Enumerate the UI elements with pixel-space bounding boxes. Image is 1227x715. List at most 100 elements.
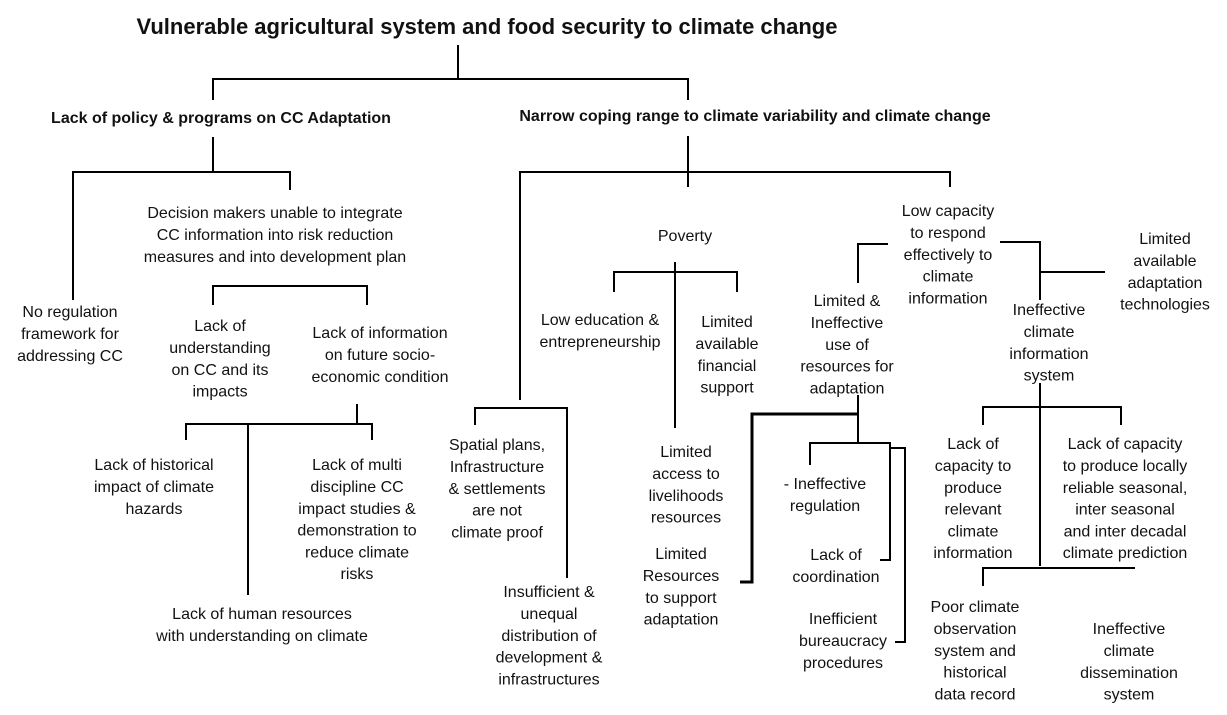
node-label: unequal [521,606,578,623]
node-label: support [700,380,754,397]
connector [740,412,858,584]
node-label: Ineffective [1013,302,1086,319]
node-label: historical [943,665,1006,682]
node-label: framework for [21,326,119,343]
connector [72,137,291,300]
node-label: adaptation [644,612,719,629]
node-label: to support [645,590,717,607]
node-label: available [1133,253,1196,270]
node-label: Lack of [947,436,999,453]
node-label: dissemination [1080,665,1178,682]
node-label: risks [341,566,374,583]
node-label: technologies [1120,297,1210,314]
connector [212,285,368,305]
node-label: Limited [1139,231,1191,248]
node-label: Limited [660,444,712,461]
node-label: measures and into development plan [144,249,406,266]
node-label: Resources [643,568,719,585]
node-label: adaptation [1128,275,1203,292]
node-label: information [1009,346,1088,363]
node-label: Lack of capacity [1068,436,1183,453]
node-label: available [695,336,758,353]
node-label: data record [935,686,1016,703]
node-label: coordination [792,569,879,586]
node-label: & settlements [449,481,546,498]
node-label: Spatial plans, [449,437,545,454]
node-label: bureaucracy [799,633,887,650]
node-label: reduce climate [305,544,409,561]
node-label: demonstration to [297,523,416,540]
node-label: Ineffective [811,315,884,332]
node-label: development & [496,650,603,667]
connector [857,241,1105,300]
node-label: economic condition [312,369,449,386]
node-label: Lack of policy & programs on CC Adaptati… [51,110,391,127]
node-label: - Ineffective [784,476,867,493]
node-label: Lack of [194,318,246,335]
node-label: on CC and its [172,362,269,379]
node-label: CC information into risk reduction [157,227,394,244]
node-label: addressing CC [17,348,123,365]
node-label: Limited [701,314,753,331]
node-label: to produce locally [1063,458,1188,475]
connector [613,262,738,428]
node-label: entrepreneurship [540,334,661,351]
node-label: impact of climate [94,479,214,496]
node-label: to respond [910,225,986,242]
node-label: Narrow coping range to climate variabili… [519,108,990,125]
node-label: observation [934,621,1017,638]
connector [982,383,1135,586]
node-label: are not [472,503,522,520]
node-label: Poor climate [931,599,1020,616]
node-label: impact studies & [298,501,416,518]
node-label: Lack of information [312,325,447,342]
node-label: climate [948,523,999,540]
node-label: Limited & [814,293,881,310]
node-label: Low education & [541,312,660,329]
title: Vulnerable agricultural system and food … [137,14,838,39]
node-label: Low capacity [902,203,995,220]
node-label: Insufficient & [503,584,595,601]
node-label: on future socio- [325,347,435,364]
connectors [72,45,1135,643]
node-label: understanding [169,340,270,357]
node-label: impacts [192,384,247,401]
connector [809,395,906,643]
node-label: Inefficient [809,611,878,628]
node-label: Lack of [810,547,862,564]
node-label: Lack of multi [312,457,402,474]
node-label: climate [1024,324,1075,341]
node-label: livelihoods [649,488,724,505]
node-label: and inter decadal [1064,523,1187,540]
node-label: information [933,545,1012,562]
node-label: adaptation [810,380,885,397]
node-label: Poverty [658,228,712,245]
node-label: climate prediction [1063,545,1188,562]
node-label: capacity to [935,458,1012,475]
node-label: system [1024,368,1075,385]
node-label: Ineffective [1093,621,1166,638]
connector [474,407,568,578]
connector [212,45,689,100]
node-label: procedures [803,655,883,672]
node-label: use of [825,337,869,354]
node-label: system and [934,643,1016,660]
node-label: Lack of human resources [172,606,352,623]
node-label: financial [698,358,757,375]
node-label: inter seasonal [1075,502,1175,519]
node-label: effectively to [904,247,993,264]
connector [519,136,951,400]
node-label: distribution of [501,628,597,645]
connector [185,404,373,595]
node-label: reliable seasonal, [1063,480,1188,497]
node-label: resources for [800,359,894,376]
node-label: relevant [945,502,1002,519]
node-label: information [908,290,987,307]
node-label: infrastructures [498,671,599,688]
node-label: hazards [126,501,183,518]
node-label: climate [1104,643,1155,660]
node-label: regulation [790,498,860,515]
node-label: Limited [655,546,707,563]
node-label: access to [652,466,720,483]
